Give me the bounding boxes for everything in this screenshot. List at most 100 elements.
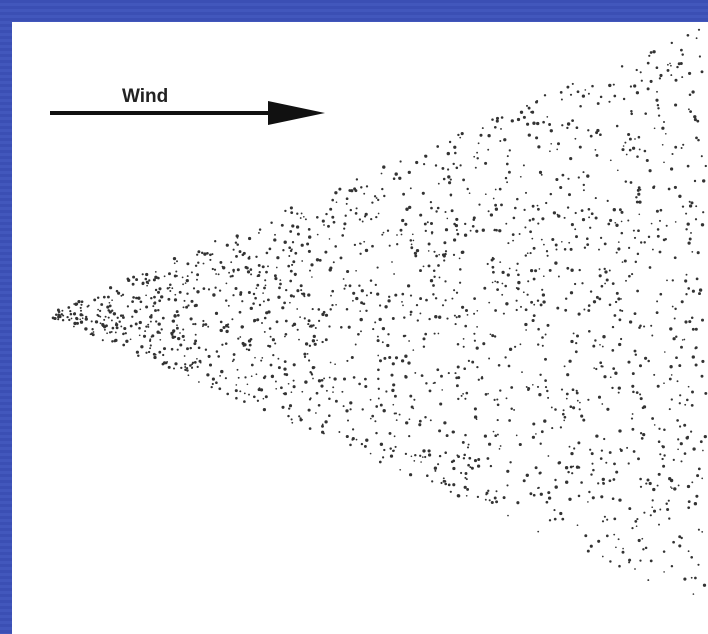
particle xyxy=(470,466,474,470)
particle xyxy=(79,318,82,321)
particle xyxy=(134,309,138,314)
particle xyxy=(507,242,510,245)
particle xyxy=(256,318,260,322)
particle xyxy=(656,300,659,303)
particle xyxy=(583,246,587,249)
particle xyxy=(283,240,287,244)
particle xyxy=(531,237,534,240)
particle xyxy=(575,389,578,392)
particle xyxy=(268,247,272,251)
particle xyxy=(488,357,491,360)
particle xyxy=(577,176,580,179)
particle xyxy=(576,334,579,338)
particle xyxy=(642,405,647,409)
particle xyxy=(309,269,311,272)
particle xyxy=(548,519,552,522)
particle xyxy=(671,305,674,308)
particle xyxy=(554,408,557,411)
particle xyxy=(481,228,485,232)
particle xyxy=(73,321,77,326)
particle xyxy=(309,324,313,328)
particle xyxy=(615,124,619,128)
particle xyxy=(246,270,251,274)
particle xyxy=(122,343,126,347)
particle xyxy=(591,84,594,88)
particle xyxy=(321,219,325,223)
particle xyxy=(656,484,659,487)
particle xyxy=(666,68,670,72)
particle xyxy=(540,430,544,434)
particle xyxy=(250,363,254,367)
particle xyxy=(434,315,438,319)
particle xyxy=(462,178,466,182)
particle xyxy=(617,241,620,243)
particle xyxy=(248,343,252,347)
particle xyxy=(378,317,382,322)
particle xyxy=(350,356,354,359)
particle xyxy=(212,293,216,297)
particle xyxy=(111,326,115,330)
particle xyxy=(234,241,238,244)
particle xyxy=(265,270,268,274)
particle xyxy=(145,325,148,328)
particle xyxy=(676,380,679,383)
particle xyxy=(93,298,97,302)
particle xyxy=(174,293,177,296)
particle xyxy=(526,252,529,255)
particle xyxy=(252,292,256,296)
particle xyxy=(464,397,467,400)
particle xyxy=(539,492,543,496)
particle xyxy=(492,270,495,274)
particle xyxy=(647,359,650,363)
particle xyxy=(340,326,343,329)
particle xyxy=(102,295,106,299)
particle xyxy=(512,216,516,220)
particle xyxy=(683,338,686,341)
particle xyxy=(639,71,642,74)
particle xyxy=(546,254,549,257)
particle xyxy=(307,228,311,231)
particle xyxy=(374,420,377,423)
particle xyxy=(62,314,65,317)
particle xyxy=(568,445,571,448)
particle xyxy=(521,371,523,373)
particle xyxy=(684,279,688,283)
particle xyxy=(200,251,204,255)
particle xyxy=(674,78,678,82)
particle xyxy=(594,339,597,342)
particle xyxy=(231,318,234,321)
particle xyxy=(636,518,639,521)
particle xyxy=(182,328,185,331)
particle xyxy=(695,277,699,281)
particle xyxy=(147,350,151,354)
particle xyxy=(242,344,245,347)
particle xyxy=(570,451,574,456)
particle xyxy=(670,41,673,45)
particle xyxy=(290,391,293,394)
particle xyxy=(311,339,316,343)
particle xyxy=(127,278,131,283)
particle xyxy=(629,85,632,88)
particle xyxy=(190,271,193,274)
particle xyxy=(425,382,428,385)
particle xyxy=(275,320,279,324)
particle xyxy=(354,212,358,215)
particle xyxy=(287,414,290,418)
particle xyxy=(635,200,639,204)
particle xyxy=(178,290,182,294)
particle xyxy=(371,414,375,418)
particle xyxy=(702,583,707,587)
particle xyxy=(464,472,468,475)
particle xyxy=(495,119,499,123)
particle xyxy=(421,456,424,458)
particle xyxy=(400,233,403,236)
particle xyxy=(262,408,266,412)
particle xyxy=(506,484,509,487)
particle xyxy=(688,237,692,241)
particle xyxy=(202,325,204,328)
particle xyxy=(630,417,634,420)
particle xyxy=(535,136,539,140)
particle xyxy=(608,83,612,88)
particle xyxy=(317,379,322,383)
particle xyxy=(508,267,511,270)
